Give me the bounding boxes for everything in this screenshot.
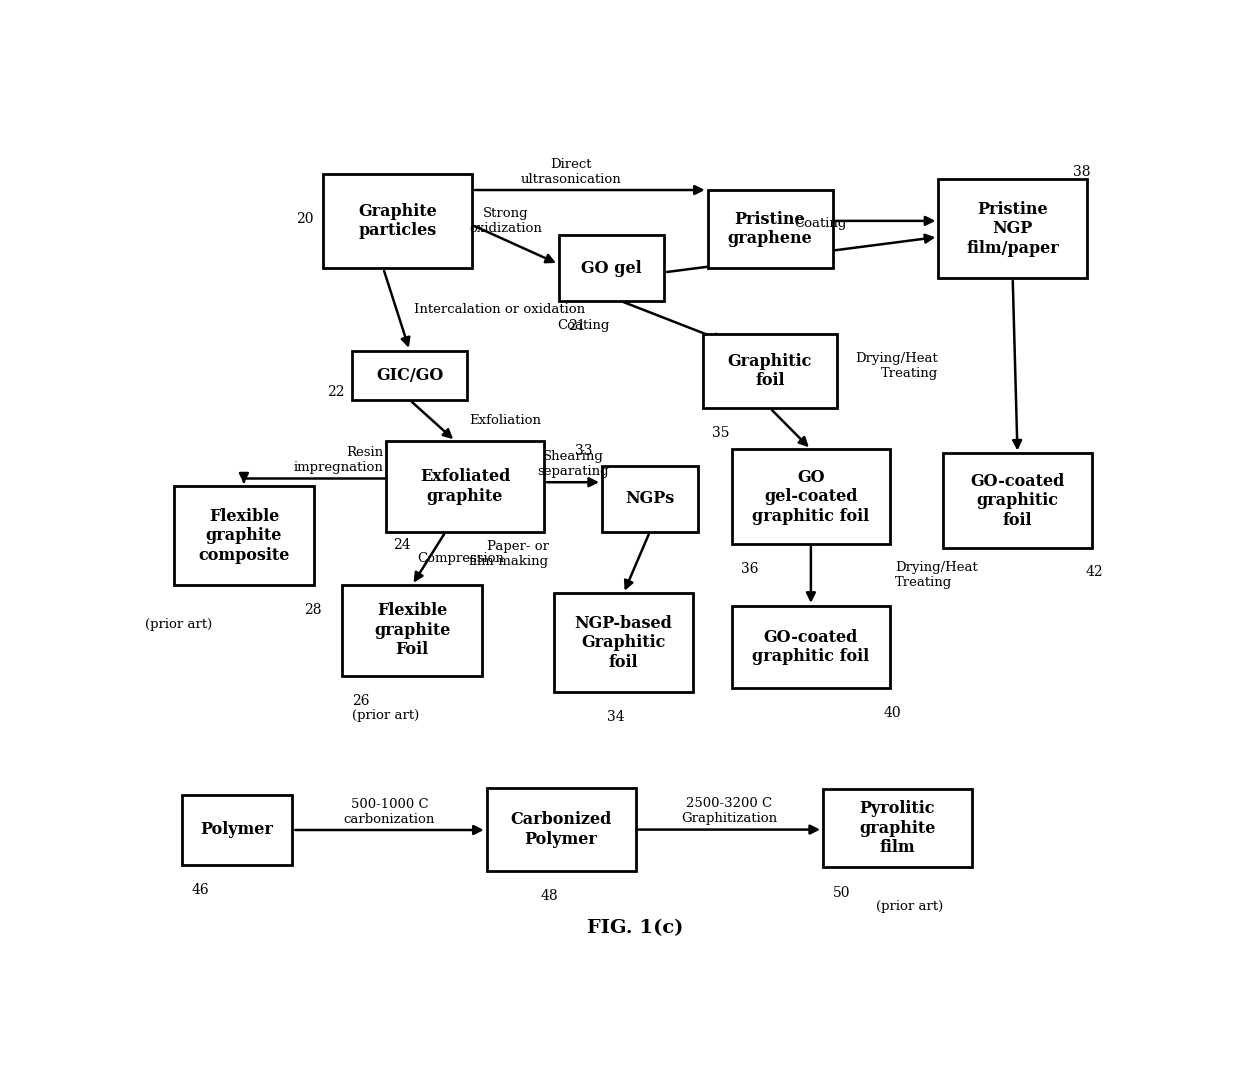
Text: 38: 38 [1073,166,1090,180]
Text: GO-coated
graphitic
foil: GO-coated graphitic foil [971,472,1065,529]
Text: Pristine
graphene: Pristine graphene [728,211,812,247]
Text: 33: 33 [575,444,593,458]
Text: Polymer: Polymer [201,821,274,838]
Text: 46: 46 [191,883,210,897]
Text: Graphite
particles: Graphite particles [358,203,436,239]
Text: 500-1000 C
carbonization: 500-1000 C carbonization [343,797,435,826]
Text: 42: 42 [1085,564,1102,578]
FancyBboxPatch shape [942,453,1092,548]
Text: Carbonized
Polymer: Carbonized Polymer [511,811,611,848]
Text: Pristine
NGP
film/paper: Pristine NGP film/paper [966,201,1059,257]
FancyBboxPatch shape [601,466,698,531]
FancyBboxPatch shape [324,173,472,268]
Text: Strong
oxidization: Strong oxidization [469,206,542,235]
FancyBboxPatch shape [386,441,544,531]
Text: 40: 40 [883,707,901,721]
Text: 21: 21 [568,320,585,334]
Text: Exfoliated
graphite: Exfoliated graphite [419,468,510,505]
Text: Shearing
separating: Shearing separating [537,450,609,478]
Text: (prior art): (prior art) [145,618,212,631]
Text: GO
gel-coated
graphitic foil: GO gel-coated graphitic foil [753,468,869,525]
FancyBboxPatch shape [174,486,314,585]
Text: 2500-3200 C
Graphitization: 2500-3200 C Graphitization [681,797,777,825]
Text: Intercalation or oxidation: Intercalation or oxidation [414,303,585,315]
Text: 24: 24 [393,538,410,553]
FancyBboxPatch shape [732,606,890,688]
FancyBboxPatch shape [939,180,1087,278]
FancyBboxPatch shape [703,334,837,408]
Text: 48: 48 [541,888,558,903]
FancyBboxPatch shape [182,795,293,865]
FancyBboxPatch shape [708,190,832,268]
Text: 28: 28 [304,603,321,617]
Text: GO-coated
graphitic foil: GO-coated graphitic foil [753,629,869,665]
FancyBboxPatch shape [486,789,635,871]
Text: FIG. 1(c): FIG. 1(c) [588,918,683,936]
Text: Paper- or
film-making: Paper- or film-making [469,540,549,569]
Text: Flexible
graphite
composite: Flexible graphite composite [198,508,290,563]
FancyBboxPatch shape [554,593,693,692]
Text: Flexible
graphite
Foil: Flexible graphite Foil [374,602,450,659]
Text: Drying/Heat
Treating: Drying/Heat Treating [895,561,977,589]
FancyBboxPatch shape [352,351,467,400]
Text: Coating: Coating [795,217,847,230]
Text: 26: 26 [352,694,370,708]
Text: (prior art): (prior art) [875,900,942,913]
FancyBboxPatch shape [732,449,890,544]
Text: Resin
impregnation: Resin impregnation [294,446,383,474]
Text: Drying/Heat
Treating: Drying/Heat Treating [856,352,939,379]
Text: Coating: Coating [557,320,610,332]
Text: 20: 20 [296,212,314,226]
Text: Exfoliation: Exfoliation [470,414,542,427]
FancyBboxPatch shape [823,789,972,867]
Text: NGPs: NGPs [625,491,675,507]
Text: 35: 35 [712,427,730,440]
FancyBboxPatch shape [342,585,481,676]
Text: GO gel: GO gel [582,260,642,277]
Text: Direct
ultrasonication: Direct ultrasonication [521,158,621,186]
Text: 34: 34 [608,710,625,724]
Text: 36: 36 [742,562,759,576]
Text: Compression: Compression [417,552,503,564]
Text: Graphitic
foil: Graphitic foil [728,353,812,389]
Text: 22: 22 [327,385,345,399]
Text: 50: 50 [832,885,849,899]
Text: (prior art): (prior art) [352,709,419,722]
Text: Pyrolitic
graphite
film: Pyrolitic graphite film [859,801,935,856]
FancyBboxPatch shape [558,235,665,301]
Text: GIC/GO: GIC/GO [376,367,444,384]
Text: NGP-based
Graphitic
foil: NGP-based Graphitic foil [574,615,672,671]
